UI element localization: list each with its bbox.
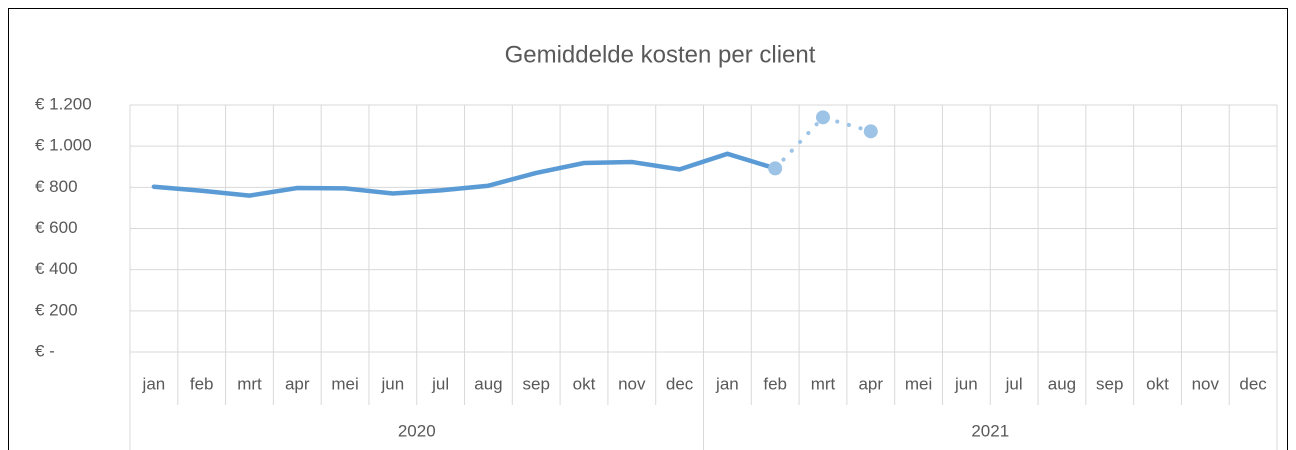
y-tick-label: € 400: [35, 259, 78, 278]
y-tick-label: € 1.200: [35, 94, 92, 113]
x-tick-label: jul: [1005, 374, 1023, 393]
y-tick-label: € -: [35, 341, 55, 360]
x-tick-label: sep: [1096, 374, 1123, 393]
forecast-line: [773, 115, 873, 171]
x-tick-label: okt: [573, 374, 596, 393]
x-tick-label: nov: [618, 374, 646, 393]
x-tick-label: jan: [142, 374, 166, 393]
x-tick-label: nov: [1192, 374, 1220, 393]
x-tick-label: jun: [381, 374, 405, 393]
x-tick-label: mei: [331, 374, 358, 393]
point-marker: [768, 161, 783, 176]
x-tick-label: apr: [285, 374, 310, 393]
x-tick-label: jan: [715, 374, 739, 393]
x-tick-label: okt: [1146, 374, 1169, 393]
chart-title: Gemiddelde kosten per client: [505, 41, 816, 68]
x-tick-label: jul: [431, 374, 449, 393]
x-tick-label: mei: [905, 374, 932, 393]
x-tick-label: jun: [954, 374, 978, 393]
x-tick-label: aug: [1048, 374, 1076, 393]
x-tick-label: dec: [666, 374, 694, 393]
x-tick-label: aug: [474, 374, 502, 393]
point-marker: [815, 110, 830, 125]
point-marker: [863, 124, 878, 139]
y-tick-label: € 200: [35, 300, 78, 319]
x-tick-label: feb: [763, 374, 787, 393]
y-tick-label: € 600: [35, 218, 78, 237]
x-tick-label: sep: [523, 374, 550, 393]
x-tick-label: dec: [1239, 374, 1267, 393]
x-tick-label: feb: [190, 374, 214, 393]
x-tick-label: mrt: [811, 374, 836, 393]
series-line: [151, 151, 778, 198]
x-tick-label: mrt: [237, 374, 262, 393]
y-tick-label: € 800: [35, 177, 78, 196]
frame: [8, 8, 1288, 450]
x-tick-label: apr: [858, 374, 883, 393]
year-label: 2020: [398, 421, 436, 440]
y-tick-label: € 1.000: [35, 136, 92, 155]
year-label: 2021: [971, 421, 1009, 440]
